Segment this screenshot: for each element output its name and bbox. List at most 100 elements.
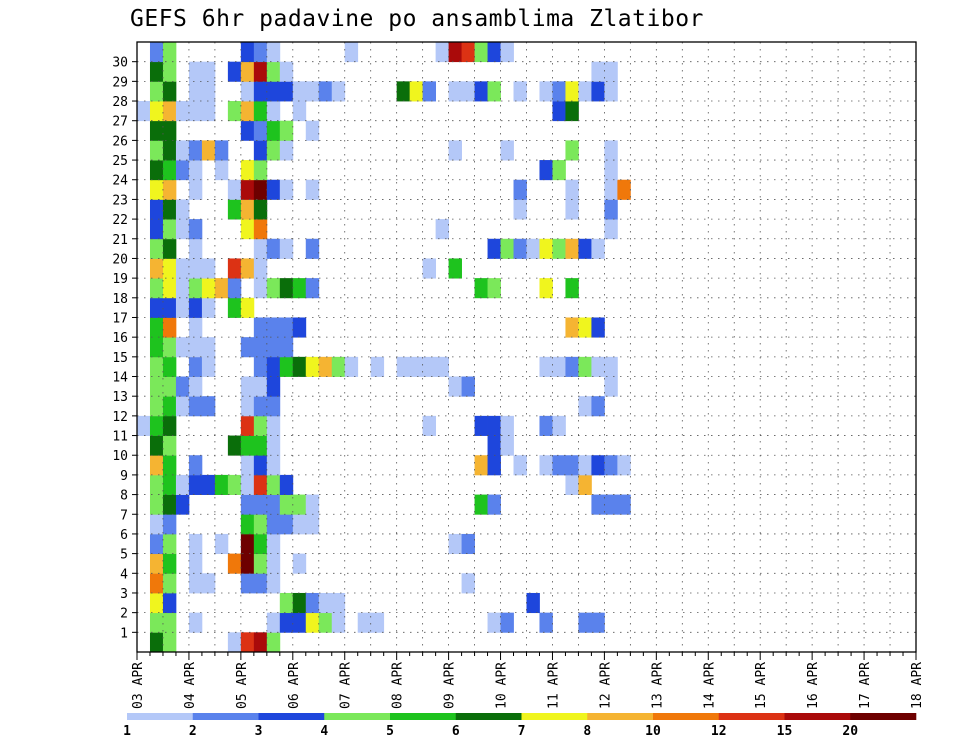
- heat-cell: [162, 396, 177, 417]
- heat-cell: [617, 179, 631, 200]
- heat-cell: [253, 179, 268, 200]
- heat-cell: [175, 474, 190, 495]
- y-tick-label: 8: [120, 489, 128, 504]
- heat-cell: [448, 533, 462, 555]
- heat-cell: [162, 120, 177, 141]
- heat-cell: [253, 396, 268, 417]
- heat-cell: [253, 199, 268, 220]
- y-tick-label: 21: [112, 233, 128, 248]
- heat-cell: [487, 415, 501, 436]
- heat-cell: [513, 238, 527, 259]
- heat-cell: [448, 258, 462, 279]
- heat-cell: [175, 376, 190, 397]
- heat-cell: [578, 317, 592, 338]
- heat-cell: [227, 258, 242, 279]
- heat-cell: [266, 474, 281, 495]
- heat-cell: [266, 514, 281, 535]
- heat-cell: [474, 278, 488, 299]
- heat-cell: [175, 396, 190, 417]
- heat-cell: [253, 533, 268, 555]
- heat-cell: [253, 317, 268, 338]
- heat-cell: [149, 435, 164, 456]
- heat-cell: [552, 101, 566, 122]
- heat-cell: [149, 396, 164, 417]
- heat-cell: [474, 494, 488, 515]
- heat-cell: [500, 42, 514, 63]
- heat-cell: [253, 573, 268, 594]
- heat-cell: [292, 356, 307, 377]
- heat-cell: [448, 376, 462, 397]
- heat-cell: [500, 140, 514, 161]
- heat-cell: [240, 474, 255, 495]
- heat-cell: [266, 179, 281, 200]
- heat-cell: [253, 81, 268, 102]
- heat-cell: [409, 356, 424, 377]
- x-tick-label: 08 APR: [391, 662, 406, 709]
- heat-cell: [240, 179, 255, 200]
- heat-cell: [162, 297, 177, 318]
- heat-cell: [162, 612, 177, 633]
- heat-cell: [526, 238, 540, 259]
- heat-cell: [591, 396, 605, 417]
- heat-cell: [253, 337, 268, 358]
- heat-cell: [513, 81, 527, 102]
- heat-cell: [149, 612, 164, 633]
- x-tick-label: 18 APR: [910, 662, 925, 709]
- heat-cell: [188, 278, 203, 299]
- heat-cell: [201, 297, 216, 318]
- heat-cell: [240, 573, 255, 594]
- heat-cell: [266, 81, 281, 102]
- heat-cell: [266, 356, 281, 377]
- heat-cell: [253, 415, 268, 436]
- heat-cell: [201, 258, 216, 279]
- heat-cell: [565, 455, 579, 476]
- heat-cell: [279, 494, 294, 515]
- y-tick-label: 11: [112, 430, 128, 445]
- heat-cell: [188, 455, 203, 476]
- heat-cell: [266, 415, 281, 436]
- heat-cell: [266, 337, 281, 358]
- heat-cell: [500, 415, 514, 436]
- heat-cell: [448, 140, 462, 161]
- heat-cell: [188, 396, 203, 417]
- heat-cell: [188, 219, 203, 240]
- legend-swatch: [258, 713, 325, 720]
- heat-cell: [604, 219, 618, 240]
- heat-cell: [162, 573, 177, 594]
- heat-cell: [318, 592, 333, 614]
- heat-cell: [214, 533, 229, 555]
- heat-cell: [266, 455, 281, 476]
- heat-cell: [513, 455, 527, 476]
- legend-swatch: [455, 713, 522, 720]
- heat-cell: [305, 278, 320, 299]
- heat-cell: [539, 160, 553, 181]
- heat-cell: [539, 455, 553, 476]
- heat-cell: [266, 238, 281, 259]
- heat-cell: [474, 415, 488, 436]
- heat-cell: [539, 612, 553, 633]
- heat-cell: [435, 356, 449, 377]
- heat-cell: [240, 533, 255, 555]
- heat-cell: [578, 612, 592, 633]
- heat-cell: [331, 592, 346, 614]
- heat-cell: [604, 61, 618, 82]
- heat-cell: [266, 376, 281, 397]
- legend-swatch: [850, 713, 917, 720]
- heat-cell: [565, 81, 579, 102]
- heat-cell: [240, 553, 255, 574]
- heat-cell: [240, 494, 255, 515]
- y-tick-label: 30: [112, 56, 128, 71]
- y-tick-label: 3: [120, 587, 128, 602]
- heat-cell: [253, 553, 268, 574]
- heat-cell: [591, 238, 605, 259]
- y-tick-label: 18: [112, 292, 128, 307]
- legend-label: 15: [777, 724, 793, 739]
- heat-cell: [201, 474, 216, 495]
- heat-cell: [513, 199, 527, 220]
- heat-cell: [331, 81, 346, 102]
- legend-swatch: [324, 713, 391, 720]
- heat-cell: [461, 573, 475, 594]
- heat-cell: [266, 278, 281, 299]
- y-tick-label: 20: [112, 252, 128, 267]
